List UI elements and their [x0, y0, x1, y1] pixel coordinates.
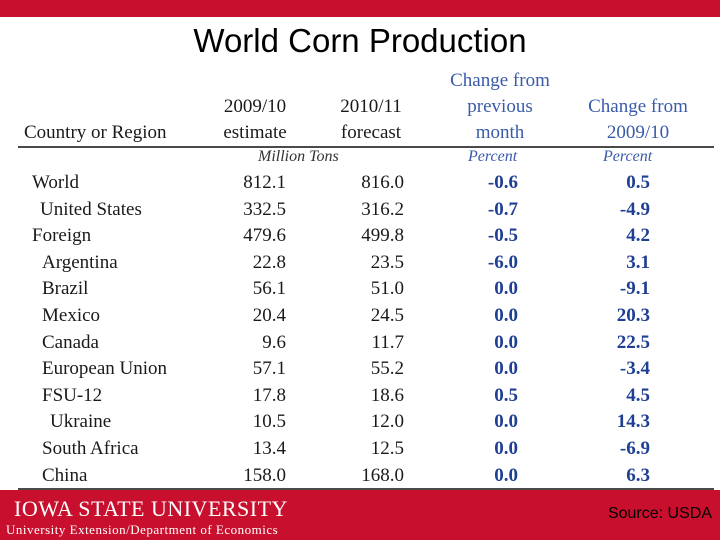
- value-2009: 479.6: [243, 225, 286, 247]
- change-year: 20.3: [616, 305, 650, 326]
- change-month: 0.0: [494, 464, 518, 486]
- value-2009: 812.1: [243, 172, 286, 193]
- value-2010: 168.0: [361, 464, 404, 486]
- change-month: 0.5: [494, 384, 518, 406]
- value-2010: 816.0: [361, 172, 404, 193]
- table-row: Argentina 22.8 23.5 -6.0 3.1: [14, 250, 714, 277]
- change-year: -3.4: [619, 358, 650, 380]
- change-month: -0.6: [487, 172, 518, 193]
- value-2009: 17.8: [252, 384, 286, 406]
- value-2009: 22.8: [252, 251, 286, 273]
- value-2009: 20.4: [252, 305, 286, 326]
- units-change-month: Percent: [468, 148, 518, 165]
- region-name: World: [32, 172, 80, 193]
- slide-title: World Corn Production: [193, 22, 527, 59]
- table-row: Ukraine 10.5 12.0 0.0 14.3: [14, 409, 714, 436]
- change-year: 4.2: [626, 225, 650, 247]
- value-2009: 332.5: [243, 198, 286, 220]
- value-2010: 23.5: [370, 251, 404, 273]
- value-2009: 158.0: [243, 464, 286, 486]
- table-row: United States 332.5 316.2 -0.7 -4.9: [14, 197, 714, 224]
- header-change-month: Change from previous month: [450, 70, 550, 143]
- department-text: University Extension/Department of Econo…: [6, 522, 279, 537]
- value-2009: 13.4: [252, 438, 286, 459]
- region-name: South Africa: [42, 438, 139, 459]
- change-month: 0.0: [494, 358, 518, 380]
- change-month: -0.7: [487, 198, 518, 220]
- change-month: -6.0: [487, 251, 518, 273]
- table-row: South Africa 13.4 12.5 0.0 -6.9: [14, 436, 714, 463]
- change-year: 4.5: [626, 384, 650, 406]
- region-name: Argentina: [42, 251, 118, 273]
- value-2010: 316.2: [361, 198, 404, 220]
- region-name: Ukraine: [50, 411, 112, 433]
- change-month: -0.5: [487, 225, 518, 247]
- table-row: Canada 9.6 11.7 0.0 22.5: [14, 330, 714, 357]
- change-year: 0.5: [626, 172, 650, 193]
- change-year: 14.3: [616, 411, 650, 433]
- table-row: European Union 57.1 55.2 0.0 -3.4: [14, 356, 714, 383]
- value-2010: 24.5: [370, 305, 404, 326]
- value-2010: 499.8: [361, 225, 404, 247]
- region-name: Brazil: [42, 278, 89, 300]
- header-rule: [18, 146, 714, 148]
- table-row: Foreign 479.6 499.8 -0.5 4.2: [14, 223, 714, 250]
- change-year: 22.5: [616, 331, 650, 353]
- table-row: Mexico 20.4 24.5 0.0 20.3: [14, 303, 714, 330]
- region-name: FSU-12: [42, 384, 103, 406]
- change-year: -6.9: [619, 438, 650, 459]
- table-row: China 158.0 168.0 0.0 6.3: [14, 463, 714, 490]
- header-2010: 2010/11 forecast: [340, 96, 402, 143]
- region-name: Canada: [42, 331, 99, 353]
- change-year: -9.1: [619, 278, 650, 300]
- value-2009: 10.5: [252, 411, 286, 433]
- table-row: Brazil 56.1 51.0 0.0 -9.1: [14, 276, 714, 303]
- change-year: 6.3: [626, 464, 650, 486]
- table-row: FSU-12 17.8 18.6 0.5 4.5: [14, 383, 714, 410]
- change-year: 3.1: [626, 251, 650, 273]
- value-2009: 56.1: [252, 278, 286, 300]
- change-month: 0.0: [494, 438, 518, 459]
- units-change-year: Percent: [603, 148, 653, 165]
- bottom-rule: [18, 488, 714, 490]
- change-month: 0.0: [494, 411, 518, 433]
- corn-production-table: Country or Region 2009/10 estimate 2010/…: [14, 64, 714, 490]
- header-2009: 2009/10 estimate: [223, 96, 287, 143]
- change-year: -4.9: [619, 198, 650, 220]
- header-change-year: Change from 2009/10: [588, 96, 688, 143]
- value-2010: 18.6: [370, 384, 404, 406]
- value-2010: 12.0: [370, 411, 404, 433]
- region-name: Mexico: [42, 305, 101, 326]
- source-label: Source: USDA: [607, 505, 712, 522]
- change-month: 0.0: [494, 331, 518, 353]
- value-2009: 57.1: [252, 358, 286, 380]
- value-2010: 51.0: [370, 278, 404, 300]
- top-red-bar: [0, 0, 720, 17]
- region-name: European Union: [42, 358, 168, 380]
- value-2010: 11.7: [371, 331, 404, 353]
- footer-bar: IOWA STATE UNIVERSITY University Extensi…: [0, 490, 720, 540]
- change-month: 0.0: [494, 278, 518, 300]
- value-2010: 12.5: [370, 438, 404, 459]
- region-name: Foreign: [32, 225, 92, 247]
- change-month: 0.0: [494, 305, 518, 326]
- university-logo-text: IOWA STATE UNIVERSITY: [14, 496, 288, 521]
- table-row: World 812.1 816.0 -0.6 0.5: [14, 170, 714, 197]
- value-2009: 9.6: [262, 331, 286, 353]
- region-name: China: [42, 464, 88, 486]
- region-name: United States: [40, 198, 142, 220]
- header-country: Country or Region: [24, 122, 167, 143]
- value-2010: 55.2: [370, 358, 404, 380]
- units-production: Million Tons: [258, 148, 339, 165]
